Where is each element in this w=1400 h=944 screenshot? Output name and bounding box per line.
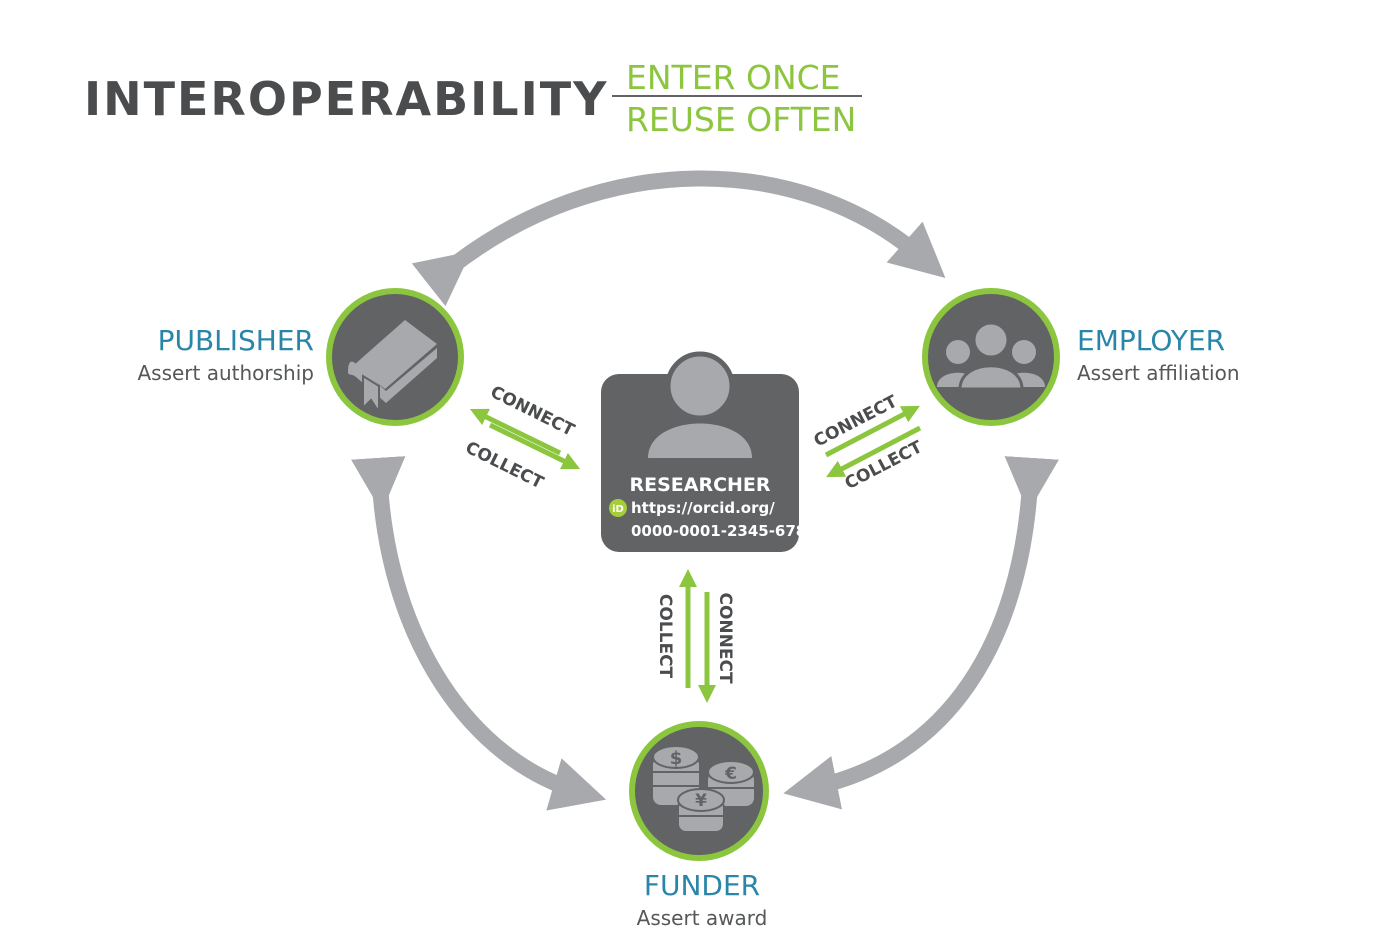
researcher-label: RESEARCHER bbox=[629, 474, 770, 496]
connect-arrow-publisher bbox=[488, 422, 581, 470]
publisher-description: Assert authorship bbox=[137, 361, 314, 385]
publisher-node bbox=[326, 288, 464, 426]
collect-arrow-publisher bbox=[469, 408, 562, 456]
orcid-id-icon bbox=[609, 499, 627, 517]
book-icon bbox=[348, 320, 437, 416]
euro-symbol: € bbox=[724, 764, 737, 784]
tagline-bottom: REUSE OFTEN bbox=[626, 100, 856, 139]
orcid-id-glyph: iD bbox=[612, 504, 624, 515]
cycle-arrow-publisher-employer bbox=[411, 170, 946, 307]
tagline-top: ENTER ONCE bbox=[626, 58, 841, 97]
yen-symbol: ¥ bbox=[695, 791, 707, 811]
collect-label-funder: COLLECT bbox=[655, 594, 675, 679]
publisher-name: PUBLISHER bbox=[158, 324, 314, 357]
diagram-title: INTEROPERABILITY bbox=[84, 72, 608, 126]
collect-arrow-employer bbox=[826, 425, 922, 478]
cycle-arrow-employer-funder bbox=[783, 456, 1059, 810]
researcher-badge: RESEARCHER iD https://orcid.org/ 0000-00… bbox=[601, 351, 817, 552]
dollar-symbol: $ bbox=[670, 748, 683, 769]
orcid-url: https://orcid.org/ bbox=[631, 499, 775, 517]
cycle-arrow-publisher-funder bbox=[351, 456, 607, 811]
employer-name: EMPLOYER bbox=[1077, 324, 1225, 357]
people-group-icon bbox=[937, 321, 1045, 391]
researcher-card bbox=[601, 374, 799, 552]
connect-label-funder: CONNECT bbox=[715, 592, 735, 683]
connect-arrow-employer bbox=[824, 405, 920, 458]
employer-description: Assert affiliation bbox=[1077, 361, 1240, 385]
funder-description: Assert award bbox=[637, 906, 768, 930]
funder-node: $ € ¥ bbox=[629, 721, 769, 861]
employer-node bbox=[922, 288, 1060, 426]
person-icon bbox=[648, 351, 752, 458]
coins-icon: $ € ¥ bbox=[652, 745, 755, 833]
orcid-id-number: 0000-0001-2345-6789 bbox=[631, 522, 817, 540]
funder-name: FUNDER bbox=[644, 869, 760, 902]
